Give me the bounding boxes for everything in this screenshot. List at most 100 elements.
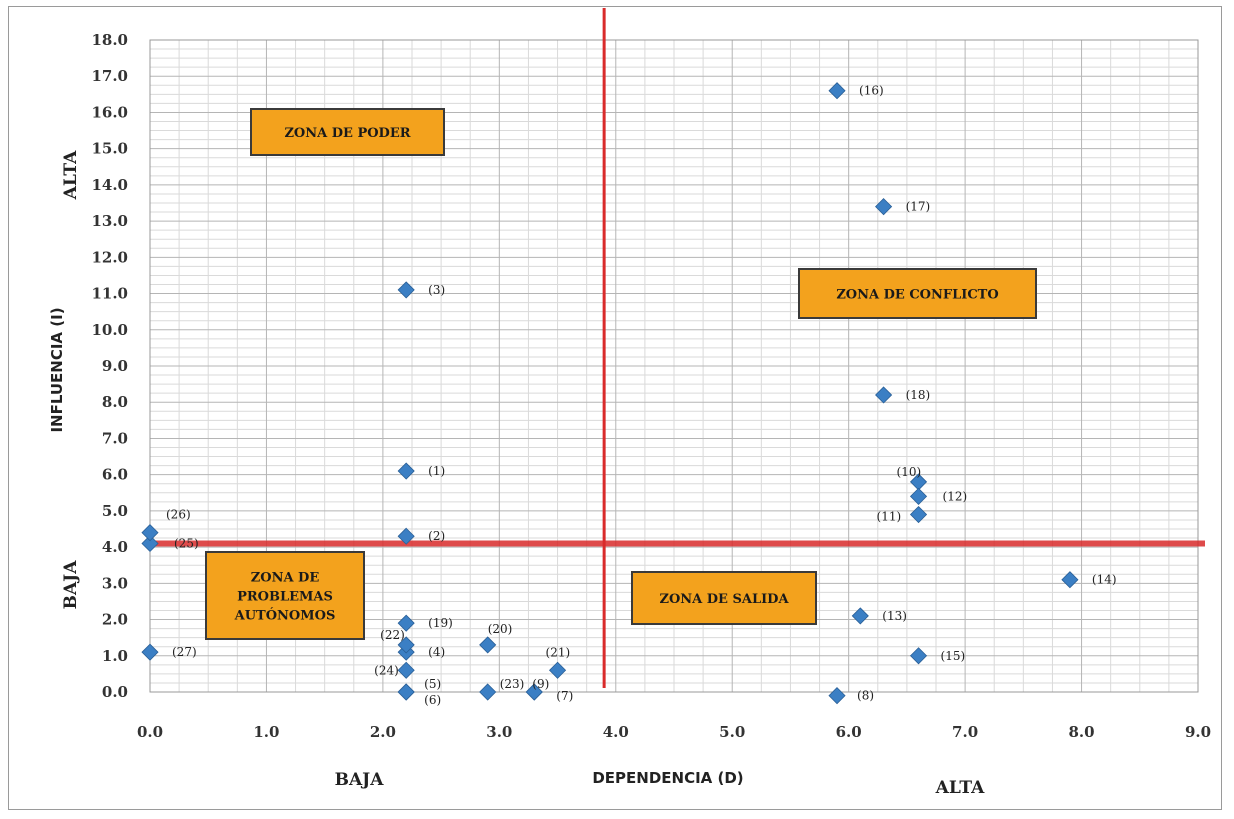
y-tick-label: 6.0 (102, 466, 128, 484)
data-point-marker (479, 636, 497, 654)
data-point-marker (828, 82, 846, 100)
y-tick-label: 11.0 (91, 285, 128, 303)
data-point-marker (397, 462, 415, 480)
data-point-marker (1061, 571, 1079, 589)
data-point-label: (15) (941, 649, 966, 663)
data-point-label: (7) (556, 689, 573, 703)
data-point-marker (909, 505, 928, 524)
y-tick-label: 14.0 (91, 176, 128, 194)
y-tick-label: 4.0 (102, 538, 128, 556)
data-point-label: (9) (532, 677, 549, 691)
data-point-label: (8) (857, 689, 874, 703)
y-tick-label: 16.0 (91, 103, 128, 121)
x-tick-label: 7.0 (952, 723, 978, 741)
data-point-marker (548, 661, 567, 679)
y-tick-label: 10.0 (91, 321, 128, 339)
zone-salida-box (631, 571, 817, 625)
y-tick-label: 17.0 (91, 67, 128, 85)
data-point-label: (16) (859, 84, 884, 98)
y-tick-label: 12.0 (91, 248, 128, 266)
data-point-label: (20) (488, 622, 513, 636)
data-point-label: (19) (428, 616, 453, 630)
zone-poder-label: ZONA DE PODER (284, 126, 410, 141)
data-point-label: (4) (428, 645, 445, 659)
x-axis-title: DEPENDENCIA (D) (592, 769, 743, 787)
x-low-label: BAJA (335, 770, 385, 790)
y-tick-label: 9.0 (102, 357, 128, 375)
data-point-label: (18) (906, 388, 931, 402)
data-point-label: (6) (424, 693, 441, 707)
zone-problemas-autonomos-box (205, 551, 365, 640)
data-point-marker (397, 527, 415, 545)
data-point-label: (5) (424, 677, 441, 691)
y-tick-label: 8.0 (102, 393, 128, 411)
data-point-label: (24) (374, 663, 399, 677)
x-tick-label: 0.0 (137, 723, 163, 741)
data-point-marker (875, 198, 893, 216)
data-point-label: (1) (428, 464, 445, 478)
zone-boxes: ZONA DE PODER ZONA DE CONFLICTO ZONA DE PRO… (205, 108, 1037, 640)
data-point-label: (17) (906, 200, 931, 214)
plot-area-border (149, 39, 1199, 693)
data-point-label: (10) (897, 465, 922, 479)
zone-salida-label: ZONA DE SALIDA (659, 592, 789, 607)
y-tick-label: 3.0 (102, 574, 128, 592)
data-point-label: (25) (174, 536, 199, 550)
y-tick-label: 7.0 (102, 429, 128, 447)
y-tick-label: 15.0 (91, 140, 128, 158)
y-axis-title: INFLUENCIA (I) (48, 307, 66, 432)
x-tick-label: 8.0 (1069, 723, 1095, 741)
x-tick-label: 9.0 (1185, 723, 1211, 741)
quadrant-dividers (146, 8, 1205, 688)
data-point-label: (23) (500, 677, 525, 691)
x-tick-label: 2.0 (370, 723, 396, 741)
data-point-label: (2) (428, 529, 445, 543)
y-tick-label: 0.0 (102, 683, 128, 701)
data-point-label: (26) (166, 508, 191, 522)
data-point-label: (27) (172, 645, 197, 659)
zone-poder-box (250, 108, 445, 156)
data-point-marker (525, 683, 543, 701)
x-tick-label: 6.0 (836, 723, 862, 741)
zone-problemas-autonomos-label: ZONA DE (251, 571, 320, 586)
y-tick-label: 18.0 (91, 31, 128, 49)
data-point-marker (141, 643, 159, 661)
y-tick-label: 13.0 (91, 212, 128, 230)
data-point-marker (397, 661, 415, 679)
data-point-label: (21) (546, 645, 571, 659)
y-tick-label: 2.0 (102, 611, 128, 629)
data-points: (1) (2) (3) (4) (5) (6) (7) (8) (9) (10) (11) (12) (… (141, 82, 1117, 707)
y-tick-label: 5.0 (102, 502, 128, 520)
data-point-marker (909, 487, 928, 505)
data-point-label: (3) (428, 283, 445, 297)
x-axis-ticks: 0.0 1.0 2.0 3.0 4.0 5.0 6.0 7.0 8.0 9.0 (137, 723, 1211, 741)
data-point-label: (22) (380, 628, 405, 642)
zone-conflicto-box (798, 268, 1037, 319)
data-point-marker (397, 636, 415, 654)
x-high-label: ALTA (935, 778, 985, 798)
x-tick-label: 4.0 (603, 723, 629, 741)
x-tick-label: 1.0 (253, 723, 279, 741)
data-point-marker (828, 687, 846, 705)
data-point-marker (909, 647, 928, 665)
data-point-label: (11) (877, 510, 902, 524)
data-point-marker (397, 683, 415, 701)
data-point-marker (141, 524, 159, 542)
zone-problemas-autonomos-label: PROBLEMAS (237, 590, 333, 605)
data-point-marker (397, 281, 415, 299)
x-tick-label: 5.0 (719, 723, 745, 741)
data-point-marker (479, 683, 497, 701)
data-point-label: (12) (943, 489, 968, 503)
data-point-marker (141, 534, 159, 553)
y-high-label: ALTA (61, 150, 81, 200)
data-point-marker (851, 607, 869, 625)
data-point-marker (875, 386, 893, 404)
zone-conflicto-label: ZONA DE CONFLICTO (836, 288, 998, 303)
y-low-label: BAJA (61, 560, 81, 610)
y-axis-ticks: 0.0 1.0 2.0 3.0 4.0 5.0 6.0 7.0 8.0 9.0 10.0 11.0 12… (91, 31, 128, 701)
zone-problemas-autonomos-label: AUTÓNOMOS (234, 607, 336, 624)
data-point-label: (14) (1092, 573, 1117, 587)
y-tick-label: 1.0 (102, 647, 128, 665)
data-point-label: (13) (882, 609, 907, 623)
